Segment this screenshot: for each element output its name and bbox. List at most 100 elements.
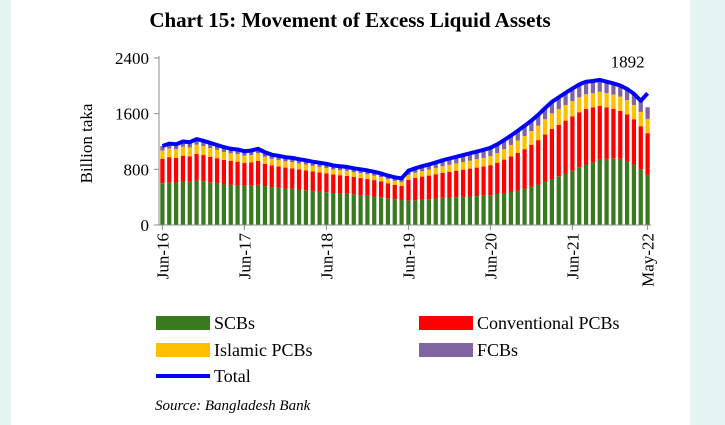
bar-fcbs — [235, 149, 240, 155]
legend: SCBs Conventional PCBs Islamic PCBs FCBs Tot… — [156, 313, 620, 386]
bar-fcbs — [276, 155, 281, 160]
bar-conventional-pcbs — [549, 128, 555, 180]
bar-scbs — [187, 181, 192, 225]
bar-conventional-pcbs — [276, 166, 281, 188]
bar-islamic-pcbs — [283, 161, 288, 168]
bar-fcbs — [631, 93, 637, 105]
bar-scbs — [508, 191, 514, 225]
bar-islamic-pcbs — [570, 101, 575, 117]
bar-fcbs — [549, 101, 555, 114]
bar-islamic-pcbs — [221, 151, 227, 160]
bar-conventional-pcbs — [303, 170, 309, 191]
bar-islamic-pcbs — [399, 181, 404, 187]
bar-conventional-pcbs — [515, 152, 520, 191]
bar-scbs — [167, 182, 172, 225]
bar-islamic-pcbs — [344, 170, 350, 176]
bar-scbs — [214, 182, 220, 225]
bar-scbs — [467, 196, 473, 225]
bar-fcbs — [536, 114, 541, 126]
bar-conventional-pcbs — [570, 116, 575, 171]
x-tick-label: May-22 — [639, 233, 658, 287]
bar-fcbs — [604, 81, 609, 94]
bar-conventional-pcbs — [337, 175, 343, 194]
bar-fcbs — [481, 149, 486, 158]
bar-scbs — [221, 183, 227, 225]
bar-scbs — [208, 182, 213, 225]
bar-conventional-pcbs — [317, 172, 322, 192]
bar-islamic-pcbs — [577, 97, 582, 113]
bar-islamic-pcbs — [358, 173, 363, 179]
bar-conventional-pcbs — [399, 186, 404, 200]
plot-area: 0 800 1600 2400 Billion taka 1892 Jun-16 Jun-17… — [77, 49, 658, 287]
y-axis-label: Billion taka — [77, 103, 96, 183]
bar-scbs — [385, 198, 391, 225]
bar-conventional-pcbs — [365, 179, 370, 196]
bar-conventional-pcbs — [536, 140, 541, 185]
bar-islamic-pcbs — [324, 167, 329, 174]
bar-conventional-pcbs — [310, 171, 315, 191]
bar-scbs — [481, 195, 486, 225]
chart-panel: Chart 15: Movement of Excess Liquid Asse… — [11, 0, 690, 425]
bar-fcbs — [508, 135, 514, 145]
bar-conventional-pcbs — [495, 162, 500, 195]
bar-scbs — [638, 169, 643, 225]
x-tick-label: Jun-17 — [235, 233, 254, 280]
bar-conventional-pcbs — [447, 171, 452, 198]
legend-item-total: Total — [156, 366, 251, 386]
bar-scbs — [344, 193, 350, 225]
bar-fcbs — [611, 83, 616, 95]
bar-scbs — [365, 195, 370, 225]
bar-islamic-pcbs — [454, 163, 459, 171]
bar-conventional-pcbs — [508, 156, 514, 192]
bar-conventional-pcbs — [440, 172, 445, 198]
bar-scbs — [529, 186, 534, 225]
source-note: Source: Bangladesh Bank — [155, 398, 311, 414]
bar-conventional-pcbs — [194, 154, 199, 181]
bar-conventional-pcbs — [235, 161, 240, 185]
bar-islamic-pcbs — [365, 174, 370, 180]
bar-islamic-pcbs — [474, 159, 479, 168]
bar-islamic-pcbs — [624, 100, 630, 115]
bar-islamic-pcbs — [542, 119, 548, 135]
bar-scbs — [283, 188, 288, 225]
bar-conventional-pcbs — [228, 160, 233, 185]
bar-islamic-pcbs — [194, 144, 199, 155]
total-line — [161, 77, 650, 181]
bar-scbs — [399, 199, 404, 225]
bar-conventional-pcbs — [372, 180, 377, 197]
bar-islamic-pcbs — [597, 91, 602, 107]
bar-scbs — [624, 160, 630, 225]
bar-scbs — [358, 195, 363, 225]
x-tick-label: Jun-16 — [153, 233, 172, 279]
bar-islamic-pcbs — [406, 174, 411, 180]
bar-conventional-pcbs — [173, 157, 179, 183]
bar-fcbs — [529, 120, 534, 132]
bar-conventional-pcbs — [269, 165, 274, 188]
bar-conventional-pcbs — [351, 176, 356, 195]
bar-islamic-pcbs — [488, 156, 493, 166]
bar-fcbs — [426, 164, 432, 170]
bar-fcbs — [563, 92, 568, 105]
bar-scbs — [631, 164, 637, 225]
bar-scbs — [351, 194, 356, 225]
bar-islamic-pcbs — [536, 125, 541, 141]
legend-item-conventional-pcbs: Conventional PCBs — [419, 313, 620, 333]
legend-label: FCBs — [477, 340, 518, 360]
bar-scbs — [583, 164, 589, 225]
bar-conventional-pcbs — [501, 159, 507, 193]
bar-fcbs — [624, 88, 630, 101]
bar-islamic-pcbs — [160, 150, 165, 159]
bar-scbs — [269, 187, 274, 225]
bar-islamic-pcbs — [563, 104, 568, 121]
bar-islamic-pcbs — [187, 147, 192, 157]
bar-scbs — [242, 185, 247, 225]
bar-islamic-pcbs — [235, 154, 240, 162]
bar-fcbs — [290, 157, 295, 163]
bar-islamic-pcbs — [447, 164, 452, 172]
bar-conventional-pcbs — [221, 159, 227, 184]
bar-conventional-pcbs — [249, 162, 254, 186]
bar-scbs — [413, 200, 418, 225]
bar-fcbs — [467, 153, 473, 161]
bar-scbs — [296, 189, 302, 225]
bar-conventional-pcbs — [611, 108, 616, 159]
